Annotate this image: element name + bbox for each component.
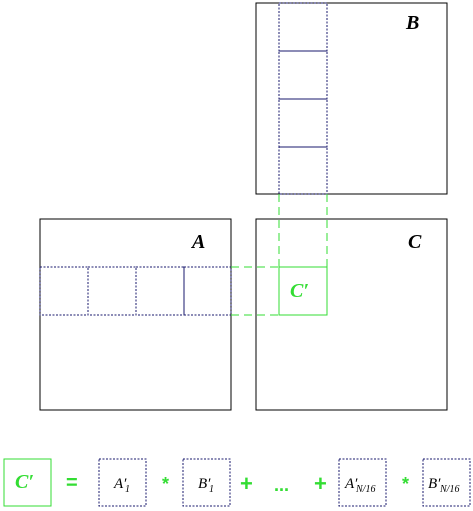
- matrix-c-label: C: [408, 231, 422, 253]
- b-tile-4: [278, 146, 328, 195]
- eq-term-an-sub: N/16: [355, 484, 375, 495]
- b-tile-2: [278, 50, 328, 100]
- eq-lhs-label: C′: [15, 471, 34, 493]
- eq-term-bn-box: [422, 458, 471, 507]
- matrix-a-label: A: [190, 231, 205, 253]
- projection-lines: [231, 194, 328, 316]
- eq-term-bn: B′: [428, 476, 441, 492]
- eq-term-b1-box: [182, 458, 231, 507]
- eq-term-b1-sub: 1: [209, 484, 214, 495]
- eq-term-a1-sub: 1: [125, 484, 130, 495]
- eq-term-bn-sub: N/16: [439, 484, 459, 495]
- c-prime-label: C′: [290, 280, 309, 302]
- eq-term-a1: A′: [113, 476, 127, 492]
- matrix-a-row-tiles: [39, 266, 232, 316]
- eq-times-1: *: [162, 474, 169, 494]
- c-prime-block: [278, 266, 328, 316]
- eq-plus-2: +: [314, 471, 327, 496]
- eq-term-a1-box: [98, 458, 147, 507]
- a-tile-2: [87, 266, 137, 316]
- a-tile-3: [135, 266, 185, 316]
- matrix-b-box: [255, 2, 448, 195]
- eq-times-2: *: [402, 474, 409, 494]
- eq-term-an: A′: [344, 476, 358, 492]
- a-tile-1: [39, 266, 89, 316]
- a-tile-4: [183, 266, 232, 316]
- matrix-c-box: [255, 218, 448, 411]
- eq-term-an-box: [338, 458, 387, 507]
- b-tile-1: [278, 2, 328, 52]
- eq-plus-1: +: [240, 471, 253, 496]
- eq-term-b1: B′: [198, 476, 211, 492]
- eq-ellipsis: ...: [274, 475, 289, 495]
- b-tile-3: [278, 98, 328, 148]
- matrix-b-label: B: [405, 12, 419, 34]
- eq-equals: =: [66, 472, 78, 494]
- eq-lhs-box: [3, 458, 52, 507]
- matrix-b-column-tiles: [278, 2, 328, 195]
